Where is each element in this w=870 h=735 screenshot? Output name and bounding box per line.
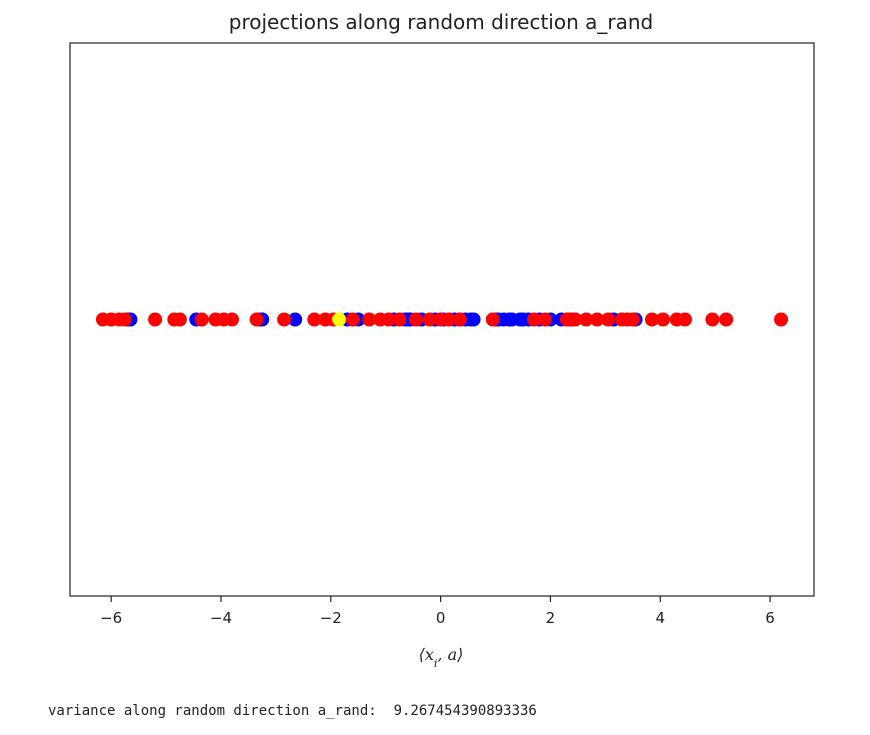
variance-output: variance along random direction a_rand: … [48,703,537,719]
x-tick-label: −4 [210,609,232,627]
data-point [117,312,132,327]
x-tick-label: 6 [765,609,775,627]
data-point [677,312,692,327]
data-point [466,312,481,327]
data-point [288,312,303,327]
x-tick-label: −2 [320,609,342,627]
data-point [601,312,616,327]
chart-title: projections along random direction a_ran… [229,10,653,34]
x-axis-ticks: −6 −4 −2 0 2 4 6 [100,596,775,627]
data-point [381,312,396,327]
data-point [332,312,347,327]
data-point [172,312,187,327]
data-point [719,312,734,327]
data-point [441,312,456,327]
data-point [362,312,377,327]
x-tick-label: 4 [655,609,665,627]
data-point [422,312,437,327]
data-point [590,312,605,327]
data-point [537,312,552,327]
data-point [774,312,789,327]
data-point [705,312,720,327]
x-tick-label: 0 [436,609,446,627]
plot-frame [69,42,815,597]
data-point [307,312,322,327]
data-point [485,312,500,327]
data-point [645,312,660,327]
data-point [194,312,209,327]
data-point [224,312,239,327]
data-point [568,312,583,327]
data-point [625,312,640,327]
x-axis-label: ⟨xi, a⟩ [419,645,464,670]
x-tick-label: −6 [100,609,122,627]
data-point [249,312,264,327]
data-point [656,312,671,327]
data-points [95,312,789,327]
data-point [148,312,163,327]
data-point [408,312,423,327]
data-point [392,312,407,327]
x-tick-label: 2 [546,609,556,627]
projection-scatter-chart: projections along random direction a_ran… [69,10,815,670]
data-point [452,312,467,327]
data-point [345,312,360,327]
data-point [526,312,541,327]
data-point [579,312,594,327]
data-point [277,312,292,327]
